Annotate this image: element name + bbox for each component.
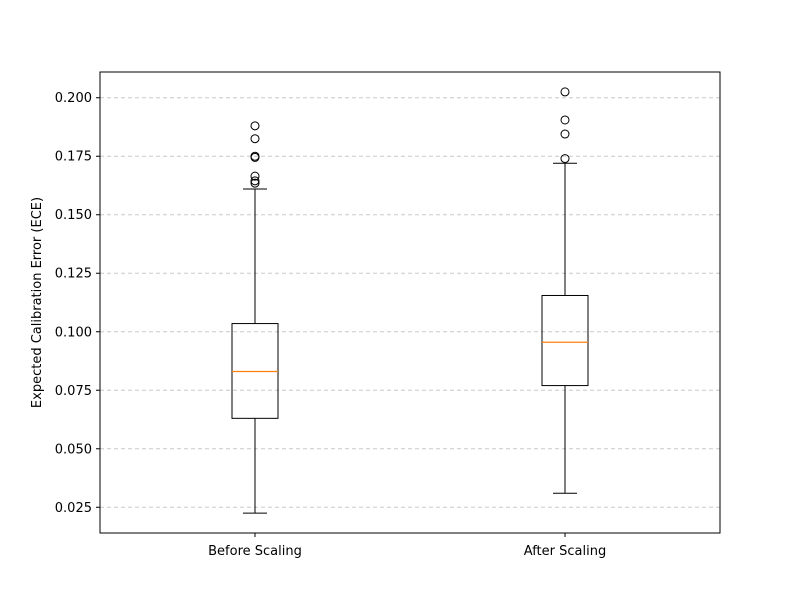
x-tick-label: After Scaling: [524, 544, 606, 559]
outlier-point: [560, 154, 570, 164]
outlier-point: [560, 129, 570, 139]
y-axis-ticks: 0.025 0.050 0.075 0.100 0.125 0.150 0.175 0.200: [55, 91, 100, 516]
outlier-point: [560, 87, 570, 97]
outlier-point: [250, 134, 260, 144]
y-tick-label: 0.125: [55, 267, 92, 282]
outlier-point: [560, 115, 570, 125]
box-group: [541, 87, 589, 494]
y-tick-label: 0.050: [55, 442, 92, 457]
y-tick-label: 0.025: [55, 501, 92, 516]
y-tick-label: 0.150: [55, 208, 92, 223]
y-tick-label: 0.075: [55, 384, 92, 399]
box-group: [231, 121, 279, 514]
y-tick-label: 0.175: [55, 150, 92, 165]
y-tick-label: 0.200: [55, 91, 92, 106]
outlier-point: [250, 151, 260, 161]
outlier-point: [250, 171, 260, 181]
iqr-box: [541, 294, 589, 387]
y-axis-label: Expected Calibration Error (ECE): [30, 197, 45, 408]
plot-frame: [99, 71, 721, 534]
grid-lines: [100, 97, 720, 508]
outlier-point: [250, 176, 260, 186]
x-tick-label: Before Scaling: [208, 544, 302, 559]
boxes: [231, 87, 589, 514]
outlier-point: [250, 178, 260, 188]
outlier-point: [250, 121, 260, 131]
y-tick-label: 0.100: [55, 325, 92, 340]
x-axis-ticks: Before Scaling After Scaling: [208, 533, 606, 559]
